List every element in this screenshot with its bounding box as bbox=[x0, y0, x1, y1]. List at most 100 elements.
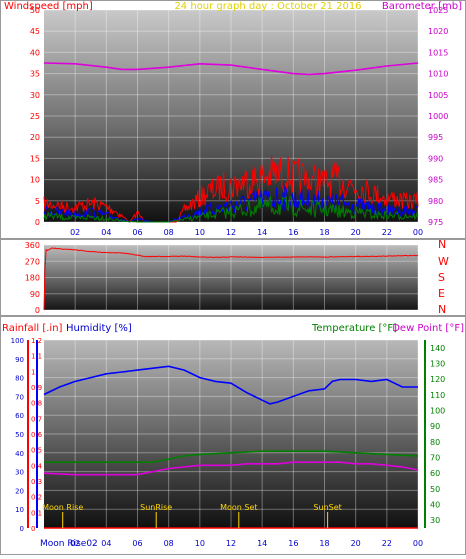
tick-label-direction: 360 bbox=[25, 241, 40, 250]
tick-label-rainfall: 0 bbox=[31, 525, 35, 533]
tick-label-humidity: 10 bbox=[15, 506, 24, 514]
annotation-label: Moon Rise bbox=[42, 503, 83, 512]
tick-label-temperature: 60 bbox=[430, 469, 440, 478]
compass-label: S bbox=[438, 271, 445, 284]
plot-3-series bbox=[43, 365, 419, 529]
tick-label-direction: 270 bbox=[25, 257, 40, 266]
windspeed-axis-label: Windspeed [mph] bbox=[4, 1, 93, 12]
tick-label-hour: 04 bbox=[101, 228, 111, 237]
compass-label: N bbox=[438, 238, 446, 251]
tick-label-humidity: 0 bbox=[20, 525, 24, 533]
tick-label-hour: 18 bbox=[319, 539, 329, 548]
tick-label-windspeed: 0 bbox=[35, 218, 40, 227]
tick-label-hour: 14 bbox=[257, 539, 267, 548]
tick-label-temperature: 130 bbox=[430, 360, 445, 369]
plot-3-grid bbox=[44, 339, 419, 529]
plot-2-series bbox=[43, 247, 419, 311]
series-line-barometer-mb bbox=[43, 62, 419, 76]
series-line-humidity bbox=[43, 365, 418, 405]
tick-label-hour: 02 bbox=[70, 228, 80, 237]
tick-label-hour: 00 bbox=[413, 228, 423, 237]
tick-label-barometer: 990 bbox=[428, 154, 443, 163]
temperature-axis-label: Temperature [°F] bbox=[311, 323, 397, 334]
tick-label-direction: 90 bbox=[30, 290, 40, 299]
chart-title: 24 hour graph day : October 21 2016 bbox=[174, 1, 361, 12]
tick-label-direction: 180 bbox=[25, 274, 40, 283]
tick-label-humidity: 100 bbox=[11, 337, 24, 345]
tick-label-windspeed: 10 bbox=[30, 176, 40, 185]
tick-label-hour: 10 bbox=[195, 539, 205, 548]
tick-label-hour: 12 bbox=[226, 539, 236, 548]
rainfall-axis-label: Rainfall [.in] bbox=[2, 323, 63, 334]
tick-label-windspeed: 50 bbox=[30, 6, 40, 15]
tick-label-barometer: 975 bbox=[428, 218, 443, 227]
tick-label-hour: 16 bbox=[288, 228, 298, 237]
tick-label-humidity: 50 bbox=[15, 431, 24, 439]
tick-label-barometer: 1025 bbox=[428, 6, 448, 15]
tick-label-humidity: 60 bbox=[15, 412, 24, 420]
tick-label-barometer: 995 bbox=[428, 133, 443, 142]
compass-label: N bbox=[438, 303, 446, 316]
tick-label-humidity: 90 bbox=[15, 356, 24, 364]
tick-label-barometer: 1020 bbox=[428, 27, 448, 36]
tick-label-hour: 14 bbox=[257, 228, 267, 237]
tick-label-temperature: 70 bbox=[430, 454, 440, 463]
tick-label-temperature: 90 bbox=[430, 422, 440, 431]
series-line-windspeed-mph bbox=[43, 155, 419, 223]
tick-label-hour: 02 bbox=[70, 539, 80, 548]
tick-label-barometer: 1010 bbox=[428, 70, 448, 79]
tick-label-humidity: 80 bbox=[15, 375, 24, 383]
tick-label-windspeed: 40 bbox=[30, 48, 40, 57]
tick-label-hour: 22 bbox=[382, 539, 392, 548]
tick-label-windspeed: 35 bbox=[30, 70, 40, 79]
plot-1-tick-labels: 0510152025303540455097598098599099510001… bbox=[30, 6, 449, 237]
plot-1-grid bbox=[44, 9, 419, 223]
tick-label-rainfall: 1 bbox=[31, 368, 35, 376]
tick-label-temperature: 100 bbox=[430, 407, 445, 416]
tick-label-direction: 0 bbox=[35, 306, 40, 315]
tick-label-barometer: 1000 bbox=[428, 112, 448, 121]
tick-label-hour: 06 bbox=[132, 228, 142, 237]
plot-3-annotations: Moon Rise SunRise Moon Set SunSet bbox=[42, 503, 342, 528]
compass-label: W bbox=[438, 255, 449, 268]
annotation-label: SunSet bbox=[313, 503, 341, 512]
series-line-wind-average bbox=[43, 195, 419, 223]
tick-label-windspeed: 5 bbox=[35, 197, 40, 206]
tick-label-barometer: 980 bbox=[428, 197, 443, 206]
tick-label-barometer: 1015 bbox=[428, 48, 448, 57]
tick-label-hour: 04 bbox=[101, 539, 111, 548]
tick-label-temperature: 140 bbox=[430, 344, 445, 353]
tick-label-humidity: 20 bbox=[15, 487, 24, 495]
tick-label-hour: 22 bbox=[382, 228, 392, 237]
annotation-label: Moon Set bbox=[220, 503, 257, 512]
tick-label-hour: 20 bbox=[351, 539, 361, 548]
tick-label-hour: 20 bbox=[351, 228, 361, 237]
series-line-wind-direction bbox=[43, 247, 419, 311]
tick-label-barometer: 1005 bbox=[428, 91, 448, 100]
tick-label-hour: 18 bbox=[319, 228, 329, 237]
moon-rise-bottom-label: Moon Rise02 bbox=[40, 539, 98, 549]
tick-label-windspeed: 20 bbox=[30, 133, 40, 142]
tick-label-hour: 08 bbox=[164, 539, 174, 548]
tick-label-humidity: 40 bbox=[15, 450, 24, 458]
plot-3-background bbox=[44, 340, 418, 528]
tick-label-windspeed: 45 bbox=[30, 27, 40, 36]
tick-label-temperature: 30 bbox=[430, 516, 440, 525]
tick-label-hour: 10 bbox=[195, 228, 205, 237]
tick-label-temperature: 40 bbox=[430, 501, 440, 510]
tick-label-barometer: 985 bbox=[428, 176, 443, 185]
series-line-temperature-f bbox=[43, 461, 419, 476]
tick-label-humidity: 70 bbox=[15, 393, 24, 401]
tick-label-humidity: 30 bbox=[15, 469, 24, 477]
plot-1-series bbox=[43, 62, 419, 223]
compass-label: E bbox=[438, 287, 445, 300]
annotation-label: SunRise bbox=[140, 503, 172, 512]
tick-label-temperature: 80 bbox=[430, 438, 440, 447]
tick-label-hour: 08 bbox=[164, 228, 174, 237]
tick-label-hour: 06 bbox=[132, 539, 142, 548]
plot-1-background bbox=[44, 10, 418, 222]
tick-label-hour: 12 bbox=[226, 228, 236, 237]
